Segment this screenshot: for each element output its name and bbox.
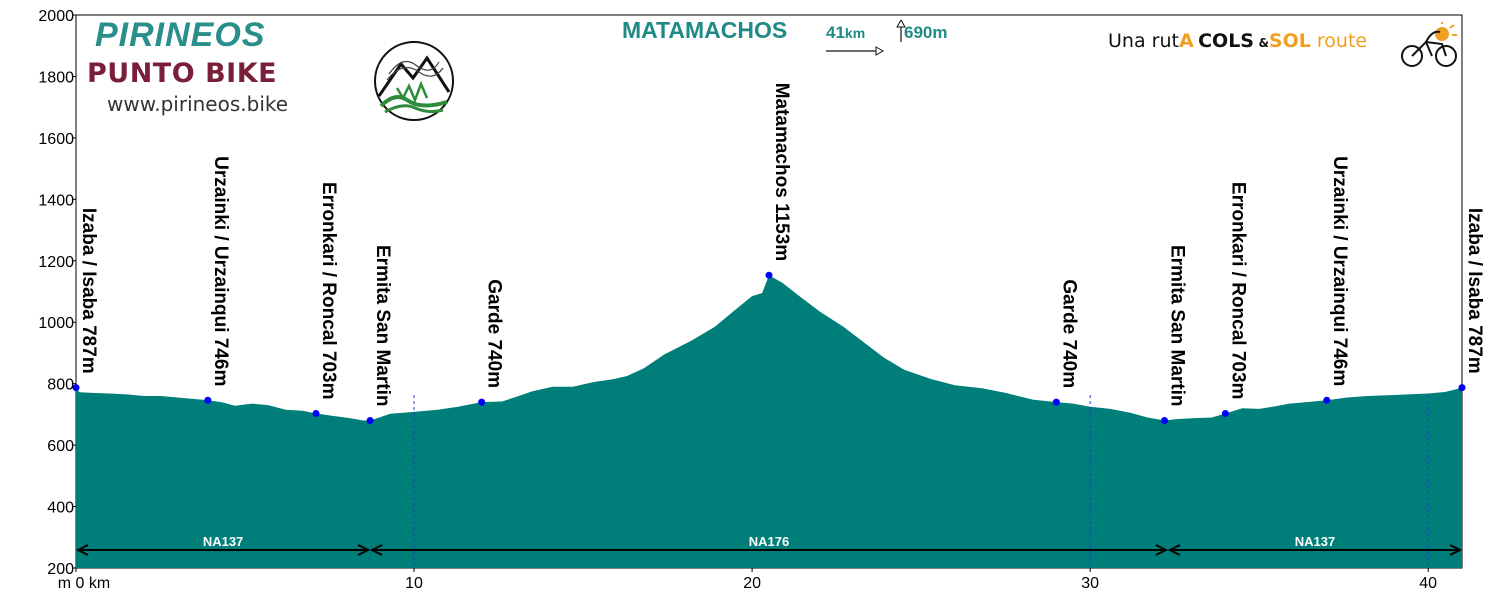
waypoint-label-4: Garde 740m [484,279,505,388]
waypoint-marker-5 [765,271,773,279]
waypoint-marker-9 [1323,396,1331,404]
tagline-prefix: Una rut [1108,30,1179,52]
x-tick-label-0: m 0 km [58,575,110,592]
segment-label-2: NA137 [1295,534,1335,549]
waypoint-marker-8 [1221,409,1229,417]
mountain-road-icon [374,41,454,121]
waypoint-marker-3 [366,417,374,425]
brand-website: www.pirineos.bike [107,92,289,116]
distance-unit: km [844,25,866,41]
route-climb: 690m [904,23,948,42]
segment-arrow-left-1 [369,544,383,556]
waypoints-layer: Izaba / Isaba 787m Urzainki / Urzainqui 7… [72,83,1485,425]
brand-logo: PIRINEOS PUNTO BIKE www.pirineos.bike [85,14,454,124]
cyclist-icon [1401,22,1457,67]
y-tick-label-3: 800 [47,377,74,394]
elevation-area [76,275,1462,568]
tagline: Una rutA COLS &SOL route [1108,30,1367,60]
climb-arrow-icon [896,20,906,42]
x-tick-label-1: 10 [405,575,423,592]
waypoint-label-2: Erronkari / Roncal 703m [318,182,339,400]
waypoint-label-3: Ermita San Martin [372,245,393,407]
tagline-route: route [1310,30,1368,52]
y-tick-label-9: 2000 [38,8,74,25]
segment-arrow-left-2 [1167,544,1181,556]
y-tick-label-7: 1600 [38,131,74,148]
y-tick-label-8: 1800 [38,69,74,86]
brand-title: PIRINEOS [95,16,266,54]
y-tick-label-0: 200 [47,561,74,578]
y-tick-label-4: 1000 [38,315,74,332]
x-tick-label-4: 40 [1419,575,1437,592]
tagline-sol: SOL [1268,30,1311,52]
route-distance: 41km [826,23,865,43]
brand-subtitle: PUNTO BIKE [87,58,278,89]
waypoint-marker-6 [1052,398,1060,406]
y-tick-label-2: 600 [47,438,74,455]
tagline-amp: & [1258,36,1269,50]
segment-arrow-right-2 [1449,544,1463,556]
waypoint-label-1: Urzainki / Urzainqui 746m [210,156,231,386]
axes-layer: 200 400 600 800 1000 1200 1400 1600 1800 2000 m 0 … [38,8,1437,592]
dashed-lines-layer [413,395,1429,568]
waypoint-marker-0 [72,384,80,392]
waypoint-marker-7 [1161,417,1169,425]
segment-label-1: NA176 [749,534,789,549]
waypoint-marker-4 [478,398,486,406]
waypoint-label-0: Izaba / Isaba 787m [78,208,99,374]
tagline-cols: COLS [1198,30,1254,52]
elevation-area-layer [76,275,1462,568]
waypoint-label-8: Erronkari / Roncal 703m [1227,182,1248,400]
segment-label-0: NA137 [203,534,243,549]
distance-value: 41 [826,23,845,42]
x-tick-label-3: 30 [1081,575,1099,592]
route-title: MATAMACHOS [622,17,788,43]
segment-arrow-right-1 [1155,544,1169,556]
waypoint-marker-1 [204,396,212,404]
distance-arrow-icon [826,46,884,56]
waypoint-label-6: Garde 740m [1058,279,1079,388]
road-segments-layer: NA137 NA176 NA137 [75,534,1463,556]
waypoint-label-5: Matamachos 1153m [771,83,792,262]
waypoint-marker-2 [312,409,320,417]
y-tick-label-5: 1200 [38,254,74,271]
segment-arrow-right-0 [357,544,371,556]
y-tick-label-6: 1400 [38,192,74,209]
waypoint-label-10: Izaba / Isaba 787m [1464,208,1485,374]
waypoint-marker-10 [1458,384,1466,392]
x-tick-label-2: 20 [743,575,761,592]
y-tick-label-1: 400 [47,500,74,517]
waypoint-label-9: Urzainki / Urzainqui 746m [1329,156,1350,386]
tagline-a: A [1178,30,1194,52]
waypoint-label-7: Ermita San Martin [1166,245,1187,407]
segment-arrow-left-0 [75,544,89,556]
